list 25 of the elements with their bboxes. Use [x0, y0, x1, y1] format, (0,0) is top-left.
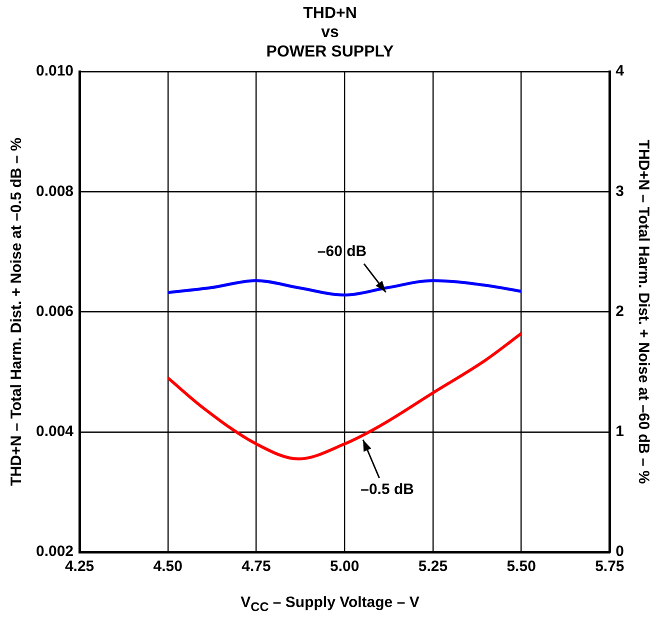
y-axis-title: THD+N – Total Harm. Dist. + Noise at –0.5 dB – % — [8, 138, 26, 486]
x-tick-label: 4.50 — [153, 558, 182, 576]
y-tick-label: 0.008 — [36, 182, 74, 200]
x-tick-label: 4.25 — [64, 558, 94, 576]
y2-tick-label: 3 — [616, 182, 624, 200]
y-tick-label: 0.006 — [36, 302, 74, 320]
y2-tick-label: 0 — [616, 543, 624, 560]
y-tick-label: 0.010 — [36, 62, 74, 80]
y-tick-label: 0.004 — [36, 423, 74, 440]
annotation: –0.5 dB — [360, 481, 414, 498]
y2-tick-label: 2 — [616, 302, 624, 320]
line-series — [166, 332, 523, 460]
y2-tick-label: 4 — [616, 62, 625, 80]
x-tick-label: 5.25 — [418, 558, 448, 576]
x-tick-label: 5.50 — [506, 558, 536, 576]
x-tick-label: 5.75 — [595, 558, 624, 576]
line-series — [166, 279, 523, 296]
y2-tick-label: 1 — [616, 423, 624, 440]
chart-title: THD+N vs POWER SUPPLY — [266, 5, 394, 60]
x-tick-label: 4.75 — [242, 558, 271, 576]
x-axis-title: V$_{CC}$ – Supply Voltage – V — [240, 594, 420, 614]
y-tick-label: 0.002 — [36, 543, 74, 560]
annotation: –60 dB — [317, 242, 367, 260]
y2-axis-title: THD+N – Total Harm. Dist. + Noise at –60 dB – % — [634, 140, 652, 484]
x-tick-label: 5.00 — [330, 558, 360, 576]
